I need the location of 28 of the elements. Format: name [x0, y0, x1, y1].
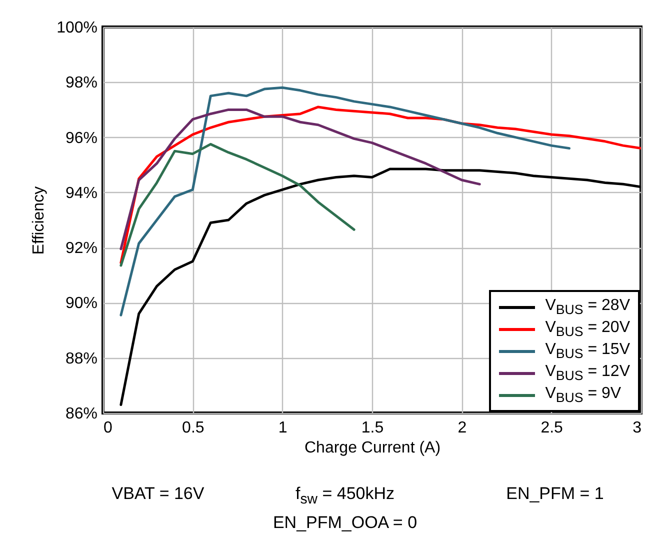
y-tick-label: 96% [65, 130, 98, 147]
y-tick-label: 98% [65, 74, 98, 92]
text: VBAT = 16V [112, 484, 204, 504]
y-tick-label: 86% [65, 406, 98, 422]
x-tick-label: 2 [458, 420, 467, 436]
text: EN_PFM = 1 [506, 484, 604, 504]
y-tick-label: 94% [65, 184, 98, 202]
x-tick-label: 1.5 [361, 420, 384, 436]
y-tick-label: 92% [65, 240, 98, 258]
y-axis-title: Efficiency [30, 186, 48, 255]
y-tick-label: 100% [56, 20, 98, 36]
line-series [120, 108, 481, 250]
x-tick-label: 3 [632, 420, 642, 436]
line-series [120, 142, 356, 267]
text: EN_PFM_OOA = 0 [272, 513, 418, 533]
legend-label: V$_{BUS}$ = 9V [545, 384, 622, 406]
x-tick-label: 0 [104, 420, 112, 436]
legend-label: V$_{BUS}$ = 15V [545, 340, 630, 362]
x-tick-label: 0.5 [182, 420, 204, 436]
x-axis-title: Charge Current (A) [304, 440, 441, 456]
x-tick-label: 1 [278, 420, 288, 436]
y-tick-label: 88% [65, 350, 98, 368]
legend-label: V$_{BUS}$ = 12V [545, 362, 630, 384]
legend-label: V$_{BUS}$ = 20V [545, 318, 630, 340]
y-tick-label: 90% [65, 295, 98, 312]
text: f$_{sw}$ = 450kHz [295, 484, 395, 508]
legend-label: V$_{BUS}$ = 28V [545, 296, 630, 318]
x-tick-label: 2.5 [540, 420, 564, 436]
